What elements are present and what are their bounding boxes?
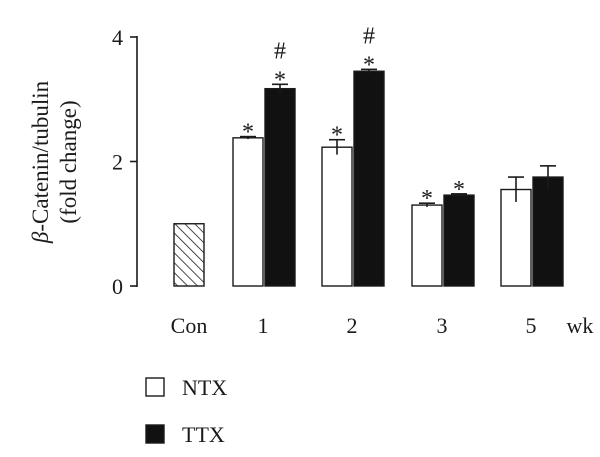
- axes: 0 2 4: [112, 25, 138, 299]
- sig-hash-ttx-1: #: [274, 38, 286, 64]
- sig-star-ntx-1: *: [242, 120, 254, 146]
- legend-swatch-ntx: [145, 377, 165, 397]
- bar-ntx-2: [321, 146, 353, 287]
- x-tick-label-3: 3: [437, 313, 448, 338]
- x-tick-label-1: 1: [258, 313, 269, 338]
- bar-control: [173, 223, 205, 287]
- y-axis-label: β-Catenin/tubulin (fold change): [28, 80, 81, 244]
- y-axis-label-symbol: β: [28, 231, 53, 244]
- legend: NTX TTX: [145, 375, 227, 447]
- legend-swatch-ttx: [145, 424, 165, 444]
- sig-star-ttx-3: *: [453, 177, 465, 203]
- legend-label-ttx: TTX: [182, 422, 225, 447]
- y-axis-label-text: -Catenin/tubulin: [28, 80, 53, 231]
- x-tick-label-2: 2: [347, 313, 358, 338]
- sig-star-ttx-2: *: [363, 52, 375, 78]
- x-unit-label: wk: [567, 313, 594, 338]
- bar-ttx-1: [264, 87, 296, 287]
- x-tick-label-0: Con: [171, 313, 208, 338]
- bar-ntx-5: [500, 188, 532, 287]
- bar-ttx-5: [532, 176, 564, 287]
- x-tick-label-4: 5: [526, 313, 537, 338]
- y-axis-label-line2: (fold change): [56, 100, 81, 223]
- y-tick-label-2: 4: [112, 25, 123, 50]
- svg-text:β-Catenin/tubulin: β-Catenin/tubulin: [28, 80, 53, 244]
- bars: [173, 70, 564, 287]
- y-tick-label-1: 2: [112, 150, 123, 175]
- significance-marks: * * # * * # * *: [242, 23, 465, 212]
- bar-ntx-3: [411, 204, 443, 287]
- error-bars: [240, 68, 556, 207]
- legend-label-ntx: NTX: [182, 375, 227, 400]
- x-tick-labels: Con 1 2 3 5 wk: [171, 313, 594, 338]
- bar-ttx-3: [443, 194, 475, 287]
- sig-star-ntx-2: *: [331, 123, 343, 149]
- sig-star-ttx-1: *: [274, 67, 286, 93]
- bar-ntx-1: [232, 137, 264, 287]
- bar-ttx-2: [353, 70, 385, 287]
- y-tick-label-0: 0: [112, 274, 123, 299]
- sig-star-ntx-3: *: [421, 186, 433, 212]
- sig-hash-ttx-2: #: [363, 23, 375, 49]
